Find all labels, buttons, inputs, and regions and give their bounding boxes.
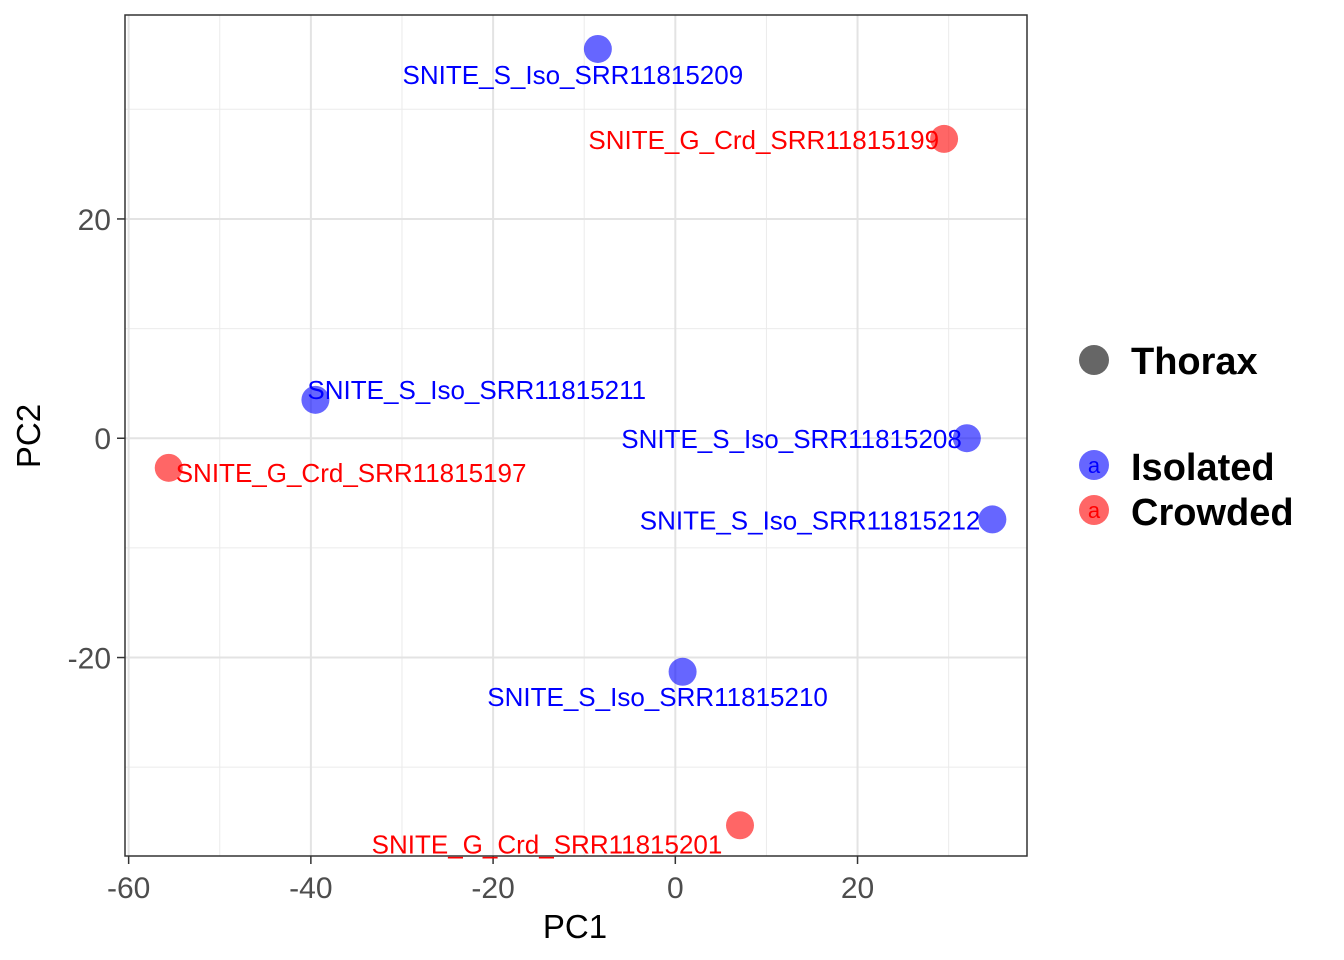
point-label: SNITE_S_Iso_SRR11815211 xyxy=(307,375,646,405)
x-tick-label: 20 xyxy=(841,872,874,905)
data-point-isolated xyxy=(301,385,330,414)
legend-key-isolated xyxy=(1079,450,1109,480)
point-label: SNITE_G_Crd_SRR11815201 xyxy=(372,829,723,859)
point-label: SNITE_S_Iso_SRR11815209 xyxy=(403,60,744,90)
legend-key-isolated-glyph: a xyxy=(1088,453,1101,478)
panel-border xyxy=(124,14,1028,857)
x-tick-label: 0 xyxy=(667,872,684,905)
y-tick-label: -20 xyxy=(68,643,111,676)
x-axis-title: PC1 xyxy=(543,908,607,945)
x-tick-label: -40 xyxy=(289,872,332,905)
legend: Thorax a Isolated a Crowded xyxy=(1079,341,1294,534)
y-tick-label: 0 xyxy=(94,423,111,456)
data-point-isolated xyxy=(952,424,981,453)
legend-shape-key xyxy=(1079,345,1109,375)
legend-key-crowded-glyph: a xyxy=(1088,498,1101,523)
y-axis-title: PC2 xyxy=(10,404,47,468)
point-label: SNITE_S_Iso_SRR11815210 xyxy=(487,682,828,712)
point-label: SNITE_S_Iso_SRR11815212 xyxy=(640,505,981,535)
data-point-crowded xyxy=(726,811,754,840)
legend-label-isolated: Isolated xyxy=(1131,447,1275,489)
point-label: SNITE_S_Iso_SRR11815208 xyxy=(621,424,962,454)
data-point-isolated xyxy=(668,657,697,686)
legend-label-crowded: Crowded xyxy=(1131,492,1294,534)
x-tick-label: -60 xyxy=(107,872,150,905)
point-label: SNITE_G_Crd_SRR11815197 xyxy=(176,458,527,488)
axis-ticks: -60 -40 -20 0 20 -20 0 20 xyxy=(68,204,875,905)
data-point-crowded xyxy=(930,124,959,153)
legend-key-crowded xyxy=(1079,495,1109,525)
data-point-isolated xyxy=(978,505,1007,534)
data-point-isolated xyxy=(583,34,612,63)
point-labels: SNITE_S_Iso_SRR11815209 SNITE_S_Iso_SRR11… xyxy=(176,60,981,859)
minor-gridlines xyxy=(125,15,1027,856)
data-point-crowded xyxy=(154,453,183,482)
legend-shape-title: Thorax xyxy=(1131,341,1258,383)
data-points xyxy=(154,34,1007,840)
x-tick-label: -20 xyxy=(471,872,514,905)
point-label: SNITE_G_Crd_SRR11815199 xyxy=(588,125,939,155)
y-tick-label: 20 xyxy=(78,204,111,237)
major-gridlines xyxy=(125,15,1027,856)
